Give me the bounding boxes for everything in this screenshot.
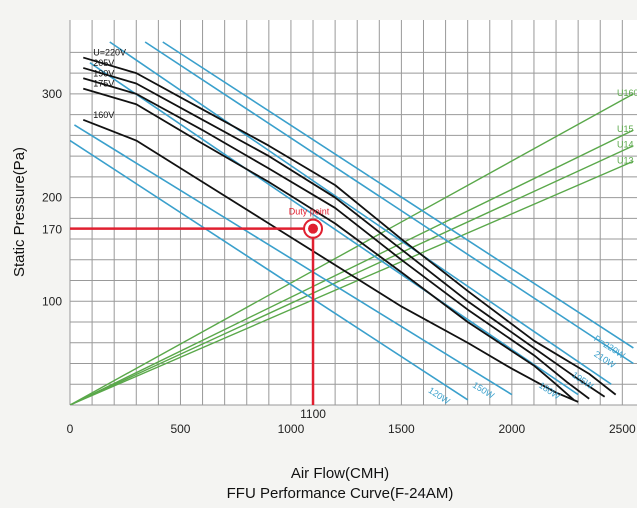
fan-label: 190V xyxy=(93,68,114,78)
fan-line xyxy=(83,87,575,401)
x-tick-label: 2000 xyxy=(499,422,526,436)
x-tick-label: 2500 xyxy=(609,422,636,436)
x-tick-label: 1000 xyxy=(278,422,305,436)
chart-title: FFU Performance Curve(F-24AM) xyxy=(227,485,454,502)
x-tick-label: 1500 xyxy=(388,422,415,436)
power-line xyxy=(89,62,579,396)
tick-labels: 0 500 1000 1500 2000 2500 100 200 300 xyxy=(42,87,636,436)
fan-label: U=220V xyxy=(93,48,126,58)
power-line xyxy=(162,41,634,349)
fan-line xyxy=(83,56,617,396)
duty-x-marker: 1100 xyxy=(300,407,326,421)
power-line xyxy=(73,124,513,396)
power-line xyxy=(144,41,634,365)
grid xyxy=(69,20,637,406)
system-label: U15 xyxy=(617,124,634,134)
y-tick-label: 100 xyxy=(42,294,62,308)
duty-point-annotation: Duty point 1100 170 xyxy=(42,207,330,421)
duty-point-dot xyxy=(308,223,319,234)
duty-y-marker: 170 xyxy=(42,223,62,237)
x-tick-label: 500 xyxy=(170,422,190,436)
fan-line xyxy=(82,118,579,403)
curves xyxy=(70,41,634,405)
system-line xyxy=(70,93,634,405)
system-line xyxy=(70,160,634,405)
power-line xyxy=(109,41,612,385)
y-axis-title: Static Pressure(Pa) xyxy=(11,147,28,277)
x-tick-label: 0 xyxy=(67,422,74,436)
y-tick-label: 300 xyxy=(42,87,62,101)
fan-label: 205V xyxy=(93,58,114,68)
y-tick-label: 200 xyxy=(42,191,62,205)
fan-label: 175V xyxy=(93,79,114,89)
duty-point-label: Duty point xyxy=(289,207,330,217)
power-line xyxy=(70,139,469,401)
system-label: U160 xyxy=(617,88,637,98)
x-axis-title: Air Flow(CMH) xyxy=(291,465,389,482)
fan-label: 160V xyxy=(93,110,114,120)
system-label: U13 xyxy=(617,155,634,165)
system-line xyxy=(70,129,634,405)
fan-line xyxy=(83,67,606,398)
fan-line xyxy=(83,77,590,400)
system-label: U14 xyxy=(617,140,634,150)
